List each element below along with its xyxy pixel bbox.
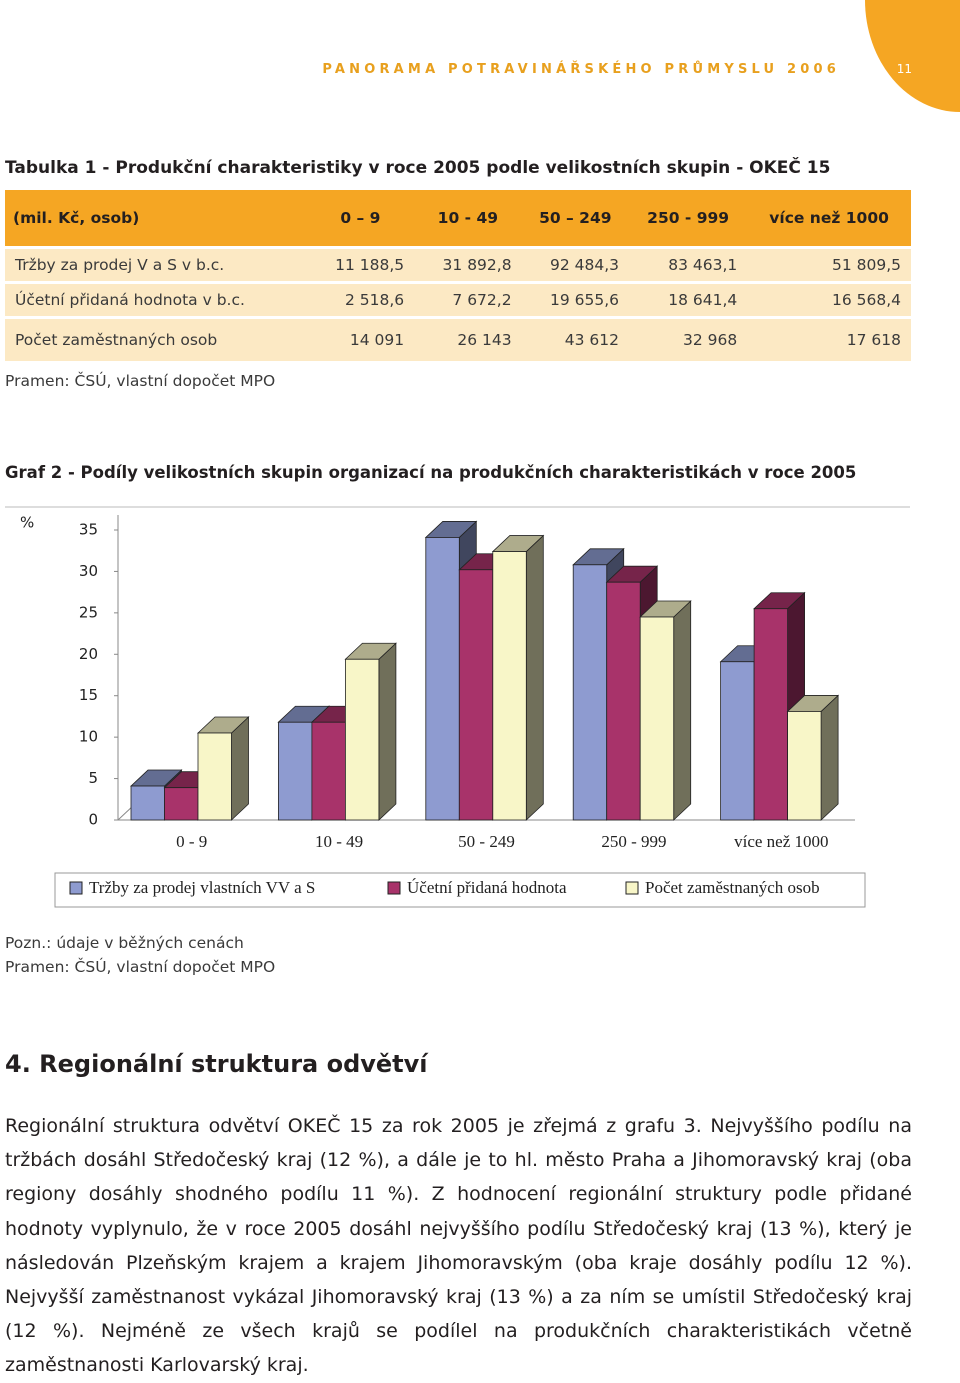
table-cell: 16 568,4 <box>747 281 911 318</box>
bar <box>639 616 675 821</box>
legend-label: Počet zaměstnaných osob <box>645 878 820 897</box>
page-number: 11 <box>896 62 912 76</box>
bar <box>787 711 822 821</box>
bar-side <box>820 694 839 821</box>
y-tick-label: 20 <box>79 645 98 663</box>
table-cell: 31 892,8 <box>414 246 522 283</box>
column-header: 0 – 9 <box>306 190 415 248</box>
column-header: 10 - 49 <box>414 190 522 248</box>
table-row: Počet zaměstnaných osob 14 091 26 143 43 61… <box>5 316 911 361</box>
bar <box>492 551 527 821</box>
bar <box>277 721 313 821</box>
bar <box>164 787 199 821</box>
x-tick-label: více než 1000 <box>734 832 828 851</box>
table-cell: 43 612 <box>521 316 630 361</box>
table-source: Pramen: ČSÚ, vlastní dopočet MPO <box>5 372 276 390</box>
x-tick-label: 10 - 49 <box>315 832 363 851</box>
x-tick-label: 0 - 9 <box>176 832 207 851</box>
legend-label: Tržby za prodej vlastních VV a S <box>89 878 315 897</box>
bar <box>130 785 165 821</box>
data-table: (mil. Kč, osob) 0 – 9 10 - 49 50 – 249 250 -… <box>5 190 911 361</box>
table-title: Tabulka 1 - Produkční charakteristiky v … <box>5 158 831 178</box>
table-cell: 7 672,2 <box>414 281 522 318</box>
y-tick-label: 35 <box>79 521 98 539</box>
chart-source: Pramen: ČSÚ, vlastní dopočet MPO <box>5 958 276 976</box>
table-body: Tržby za prodej V a S v b.c. 11 188,5 31 8… <box>5 246 911 361</box>
table-row: Tržby za prodej V a S v b.c. 11 188,5 31 8… <box>5 246 911 283</box>
chart: % 0 5 10 15 20 25 30 35 0 - 9 10 - 49 50 - 249 250 … <box>5 506 910 908</box>
bar <box>344 658 380 821</box>
column-header: 50 – 249 <box>521 190 630 248</box>
bar-side <box>231 716 249 821</box>
bar <box>572 564 608 821</box>
section-heading: 4. Regionální struktura odvětví <box>5 1050 428 1078</box>
legend-swatch <box>69 881 83 895</box>
table-cell: 19 655,6 <box>521 281 630 318</box>
legend-swatch <box>387 881 401 895</box>
legend-swatch <box>625 881 639 895</box>
table-header: (mil. Kč, osob) 0 – 9 10 - 49 50 – 249 250 -… <box>5 190 911 248</box>
y-axis-label: % <box>20 514 34 532</box>
table-cell: 51 809,5 <box>747 246 911 283</box>
section-paragraph: Regionální struktura odvětví OKEČ 15 za … <box>5 1115 912 1377</box>
running-header: PANORAMA POTRAVINÁŘSKÉHO PRŮMYSLU 2006 <box>322 62 840 77</box>
column-header: (mil. Kč, osob) <box>5 190 307 248</box>
legend-label: Účetní přidaná hodnota <box>407 878 567 897</box>
table-cell: Účetní přidaná hodnota v b.c. <box>5 281 307 318</box>
table-cell: 26 143 <box>414 316 522 361</box>
y-tick-label: 15 <box>79 686 98 704</box>
table-cell: 92 484,3 <box>521 246 630 283</box>
bar <box>753 608 788 821</box>
y-tick-label: 25 <box>79 603 98 621</box>
y-tick-label: 30 <box>79 562 98 580</box>
bar <box>425 537 460 821</box>
column-header: více než 1000 <box>747 190 911 248</box>
y-tick-label: 5 <box>88 769 98 787</box>
chart-title: Graf 2 - Podíly velikostních skupin orga… <box>5 463 857 482</box>
table-cell: 18 641,4 <box>629 281 748 318</box>
legend-frame <box>54 872 866 908</box>
table-cell: Počet zaměstnaných osob <box>5 316 307 361</box>
table-cell: 11 188,5 <box>306 246 415 283</box>
chart-note: Pozn.: údaje v běžných cenách <box>5 934 244 952</box>
y-tick-label: 10 <box>79 728 98 746</box>
bar <box>458 569 494 821</box>
x-tick-label: 250 - 999 <box>601 832 666 851</box>
bar-side <box>673 600 692 821</box>
bar <box>311 721 346 821</box>
bar <box>197 732 232 821</box>
x-tick-label: 50 - 249 <box>458 832 515 851</box>
bar <box>606 581 641 821</box>
table-cell: Tržby za prodej V a S v b.c. <box>5 246 307 283</box>
bar-side <box>525 534 544 821</box>
table-cell: 2 518,6 <box>306 281 415 318</box>
table-cell: 17 618 <box>747 316 911 361</box>
bar <box>720 661 755 821</box>
column-header: 250 - 999 <box>629 190 748 248</box>
table-cell: 14 091 <box>306 316 415 361</box>
y-tick-label: 0 <box>88 811 98 829</box>
bar-side <box>378 642 397 821</box>
table-cell: 83 463,1 <box>629 246 748 283</box>
page: {"header": {"title": "PANORAMA POTRAVINÁ… <box>5 0 960 1377</box>
table-row: Účetní přidaná hodnota v b.c. 2 518,6 7 67… <box>5 281 911 318</box>
table-cell: 32 968 <box>629 316 748 361</box>
